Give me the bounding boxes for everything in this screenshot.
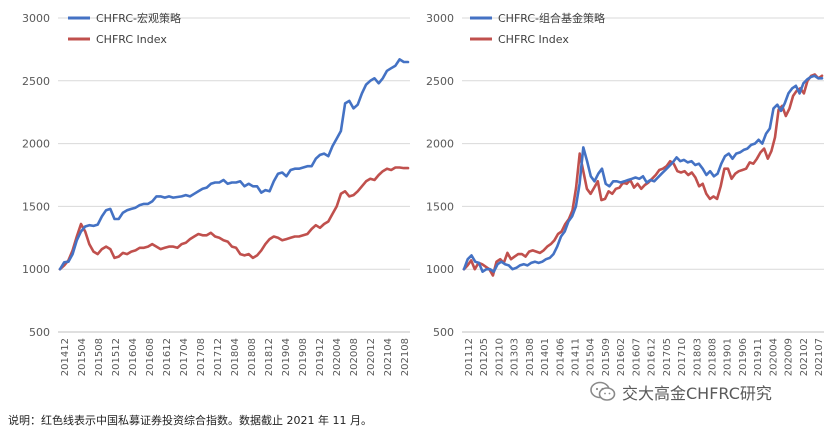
- x-tick-label: 201901: [723, 338, 734, 376]
- x-tick-label: 201205: [479, 338, 490, 376]
- chart-macro-strategy: 500 1000 1500 2000 2500 3000 201412 201504 20150…: [22, 11, 411, 376]
- y-tick-label: 3000: [426, 12, 454, 25]
- x-tick-label: 201808: [707, 338, 718, 376]
- y-tick-label: 2000: [22, 138, 50, 151]
- footnote-caption: 说明：红色线表示中国私募证券投资综合指数。数据截止 2021 年 11 月。: [8, 414, 372, 427]
- x-tick-label: 202004: [768, 338, 779, 376]
- x-tick-label: 202104: [383, 338, 394, 376]
- legend-label: CHFRC-宏观策略: [96, 11, 181, 25]
- x-tick-label: 201112: [464, 338, 475, 376]
- legend-label: CHFRC-组合基金策略: [498, 11, 605, 25]
- series-line: [58, 166, 410, 271]
- legend-label: CHFRC Index: [96, 33, 167, 46]
- x-tick-label: 201708: [196, 338, 207, 376]
- chart-fof-strategy: 500 1000 1500 2000 2500 3000 201112 201205 20121…: [426, 11, 825, 376]
- watermark: 交大高金CHFRC研究: [590, 380, 772, 404]
- x-tick-label: 201704: [179, 338, 190, 376]
- x-tick-label: 201612: [647, 338, 658, 376]
- x-tick-label: 201912: [315, 338, 326, 376]
- y-tick-label: 1000: [22, 263, 50, 276]
- series-line: [58, 58, 410, 271]
- x-tick-label: 201411: [571, 338, 582, 376]
- x-tick-label: 201604: [128, 338, 139, 376]
- y-tick-label: 500: [433, 326, 454, 339]
- x-tick-label: 201804: [230, 338, 241, 376]
- y-tick-label: 2000: [426, 138, 454, 151]
- x-tick-label: 201401: [540, 338, 551, 376]
- y-tick-label: 1500: [426, 200, 454, 213]
- x-tick-label: 202008: [349, 338, 360, 376]
- x-tick-label: 202108: [400, 338, 411, 376]
- y-tick-label: 1500: [22, 200, 50, 213]
- x-tick-label: 201607: [631, 338, 642, 376]
- watermark-text: 交大高金CHFRC研究: [622, 384, 772, 403]
- x-tick-label: 201803: [692, 338, 703, 376]
- legend-label: CHFRC Index: [498, 33, 569, 46]
- x-tick-label: 201608: [145, 338, 156, 376]
- x-tick-label: 201602: [616, 338, 627, 376]
- x-tick-label: 201808: [247, 338, 258, 376]
- x-tick-label: 201911: [753, 338, 764, 376]
- x-tick-label: 201303: [510, 338, 521, 376]
- x-tick-label: 202004: [332, 338, 343, 376]
- x-tick-label: 201504: [586, 338, 597, 376]
- x-tick-label: 201812: [264, 338, 275, 376]
- x-tick-label: 202102: [799, 338, 810, 376]
- x-tick-label: 201612: [162, 338, 173, 376]
- x-tick-label: 201308: [525, 338, 536, 376]
- x-tick-label: 201509: [601, 338, 612, 376]
- x-tick-label: 201210: [494, 338, 505, 376]
- x-tick-label: 201504: [77, 338, 88, 376]
- y-tick-label: 2500: [22, 75, 50, 88]
- x-tick-label: 201710: [677, 338, 688, 376]
- series-line: [462, 74, 824, 274]
- y-tick-label: 500: [29, 326, 50, 339]
- x-tick-label: 201512: [111, 338, 122, 376]
- x-tick-label: 201406: [555, 338, 566, 376]
- x-tick-label: 201712: [213, 338, 224, 376]
- x-tick-label: 201412: [60, 338, 71, 376]
- wechat-icon: [590, 381, 616, 401]
- x-tick-label: 201508: [94, 338, 105, 376]
- y-tick-label: 2500: [426, 75, 454, 88]
- x-tick-label: 201908: [298, 338, 309, 376]
- x-tick-label: 202012: [366, 338, 377, 376]
- y-tick-label: 3000: [22, 12, 50, 25]
- y-tick-label: 1000: [426, 263, 454, 276]
- x-tick-label: 201904: [281, 338, 292, 376]
- series-line: [462, 73, 824, 277]
- x-tick-label: 201705: [662, 338, 673, 376]
- x-tick-label: 202009: [784, 338, 795, 376]
- x-tick-label: 202107: [814, 338, 825, 376]
- x-tick-label: 201906: [738, 338, 749, 376]
